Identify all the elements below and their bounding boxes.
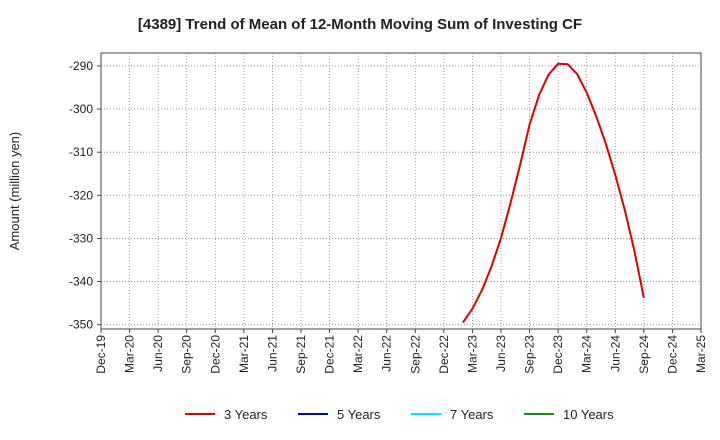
y-tick-label: -300 — [69, 102, 93, 116]
legend: 3 Years 5 Years 7 Years 10 Years — [185, 407, 614, 422]
plot-area — [101, 53, 701, 329]
y-tick-label: -330 — [69, 231, 93, 245]
series-line-3-years — [462, 62, 645, 324]
chart-title: [4389] Trend of Mean of 12-Month Moving … — [138, 16, 582, 33]
x-tick-label: Sep-23 — [523, 335, 537, 374]
x-tick-label: Mar-25 — [694, 335, 708, 373]
x-tick-label: Mar-21 — [237, 335, 251, 373]
x-tick-label: Jun-24 — [608, 335, 622, 372]
legend-label: 10 Years — [563, 407, 614, 422]
legend-label: 5 Years — [337, 407, 381, 422]
x-tick-label: Dec-24 — [665, 335, 679, 374]
y-axis: -290 -300 -310 -320 -330 -340 -350 — [69, 59, 101, 332]
y-tick-label: -340 — [69, 275, 93, 289]
y-axis-label: Amount (million yen) — [7, 132, 22, 251]
y-tick-label: -320 — [69, 188, 93, 202]
x-tick-label: Mar-22 — [351, 335, 365, 373]
y-tick-label: -290 — [69, 59, 93, 73]
x-axis: Dec-19 Mar-20 Jun-20 Sep-20 Dec-20 Mar-21 Jun-… — [94, 329, 708, 374]
x-tick-label: Dec-22 — [437, 335, 451, 374]
series-lines — [462, 62, 645, 324]
y-tick-label: -310 — [69, 145, 93, 159]
x-tick-label: Jun-21 — [265, 335, 279, 372]
x-tick-label: Sep-20 — [180, 335, 194, 374]
y-tick-label: -350 — [69, 318, 93, 332]
x-tick-label: Mar-20 — [123, 335, 137, 373]
legend-label: 7 Years — [450, 407, 494, 422]
x-tick-label: Dec-21 — [323, 335, 337, 374]
x-tick-label: Sep-21 — [294, 335, 308, 374]
x-tick-label: Mar-24 — [580, 335, 594, 373]
plot-border — [100, 52, 702, 330]
x-tick-label: Sep-22 — [408, 335, 422, 374]
x-tick-label: Jun-23 — [494, 335, 508, 372]
grid — [100, 53, 702, 329]
x-tick-label: Dec-23 — [551, 335, 565, 374]
x-tick-label: Mar-23 — [465, 335, 479, 373]
x-tick-label: Jun-22 — [380, 335, 394, 372]
x-tick-label: Dec-19 — [94, 335, 108, 374]
x-tick-label: Sep-24 — [637, 335, 651, 374]
legend-label: 3 Years — [224, 407, 268, 422]
x-tick-label: Jun-20 — [151, 335, 165, 372]
x-tick-label: Dec-20 — [208, 335, 222, 374]
